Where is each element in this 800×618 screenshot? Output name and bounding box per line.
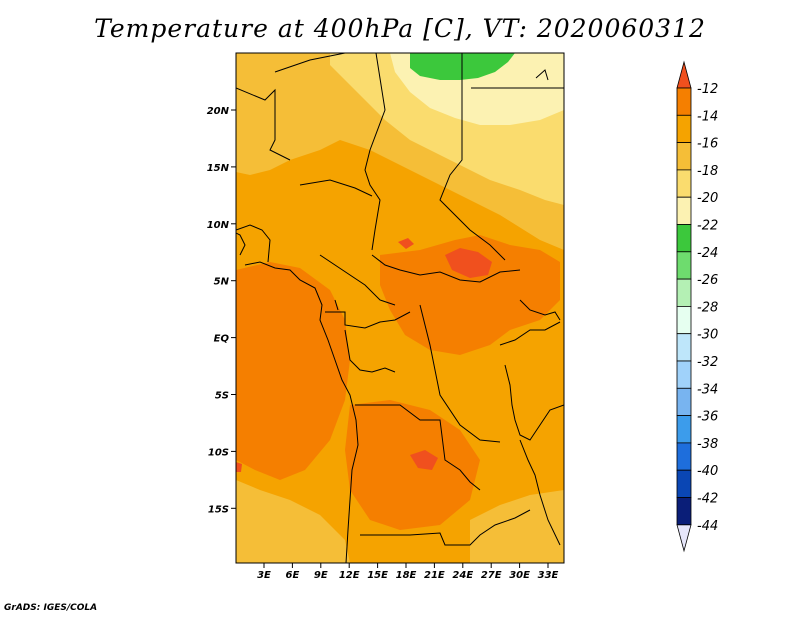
colorbar-label: -44 xyxy=(697,519,718,534)
lon-tick-label: 18E xyxy=(396,570,417,581)
colorbar-label: -22 xyxy=(697,219,718,234)
colorbar-swatch xyxy=(676,497,692,526)
lon-tick-label: 9E xyxy=(314,570,328,581)
colorbar-bottom-arrow xyxy=(676,524,692,553)
lon-tick-label: 30E xyxy=(509,570,530,581)
colorbar-label: -26 xyxy=(697,273,718,288)
colorbar-swatch xyxy=(676,169,692,198)
lat-tick-label: 5N xyxy=(214,277,230,288)
colorbar-swatch xyxy=(676,142,692,171)
lat-tick-label: 10S xyxy=(208,447,229,458)
lat-tick-label: 5S xyxy=(215,391,229,402)
colorbar-label: -28 xyxy=(697,300,718,315)
colorbar-swatch xyxy=(676,415,692,444)
colorbar-swatch xyxy=(676,442,692,471)
lon-tick-label: 3E xyxy=(257,570,271,581)
colorbar-swatch xyxy=(676,360,692,389)
lon-tick-label: 15E xyxy=(367,570,388,581)
lat-tick-label: EQ xyxy=(214,334,230,345)
colorbar-swatch xyxy=(676,196,692,225)
colorbar-swatch xyxy=(676,278,692,307)
grads-credit: GrADS: IGES/COLA xyxy=(4,603,98,613)
colorbar-label: -20 xyxy=(697,191,718,206)
colorbar-swatch xyxy=(676,251,692,280)
colorbar-swatch xyxy=(676,87,692,116)
lat-tick-label: 15N xyxy=(207,163,230,174)
colorbar-swatch xyxy=(676,224,692,253)
temperature-field xyxy=(236,53,564,563)
lon-tick-label: 24E xyxy=(452,570,473,581)
lat-tick-label: 10N xyxy=(207,220,230,231)
field-band-12-spot-a xyxy=(445,248,492,278)
colorbar-label: -18 xyxy=(697,164,718,179)
colorbar-swatch xyxy=(676,469,692,498)
colorbar-label: -12 xyxy=(697,82,718,97)
colorbar-label: -32 xyxy=(697,355,718,370)
field-band-14-south xyxy=(345,400,480,530)
field-band-16-southwest xyxy=(236,480,350,563)
colorbar-swatch xyxy=(676,305,692,335)
lon-tick-label: 12E xyxy=(339,570,360,581)
lat-tick-label: 20N xyxy=(207,106,230,117)
colorbar-label: -42 xyxy=(697,492,718,507)
lat-tick-label: 15S xyxy=(208,504,229,515)
lon-tick-label: 6E xyxy=(286,570,300,581)
country-borders xyxy=(236,53,564,563)
colorbar-label: -30 xyxy=(697,328,718,343)
colorbar-label: -24 xyxy=(697,246,718,261)
colorbar-label: -40 xyxy=(697,464,718,479)
latitude-axis: 20N 15N 10N 5N EQ 5S 10S 15S xyxy=(207,106,236,515)
colorbar-swatch xyxy=(676,333,692,362)
field-band-14-west xyxy=(236,262,350,480)
lon-tick-label: 21E xyxy=(424,570,445,581)
map-title: Temperature at 400hPa [C], VT: 202006031… xyxy=(94,14,706,43)
lon-tick-label: 27E xyxy=(481,570,502,581)
colorbar-swatch xyxy=(676,387,692,416)
field-band-12-spot-d xyxy=(236,462,242,472)
lon-tick-label: 33E xyxy=(538,570,559,581)
colorbar-top-arrow xyxy=(676,60,692,89)
plot-frame xyxy=(235,52,565,564)
field-band-16-east xyxy=(470,490,564,563)
longitude-axis: 3E 6E 9E 12E 15E 18E 21E 24E 27E 30E 33E xyxy=(257,563,559,581)
colorbar: -12 -14 -16 -18 -20 -22 -24 -26 -28 -30 -32 -34 -36 -… xyxy=(676,60,718,553)
colorbar-label: -34 xyxy=(697,382,718,397)
colorbar-label: -16 xyxy=(697,137,718,152)
field-band-12-spot-c xyxy=(410,450,438,470)
colorbar-swatch xyxy=(676,114,692,144)
colorbar-label: -14 xyxy=(697,109,718,124)
colorbar-label: -36 xyxy=(697,410,718,425)
field-band-12-spot-b xyxy=(398,238,414,249)
colorbar-label: -38 xyxy=(697,437,718,452)
